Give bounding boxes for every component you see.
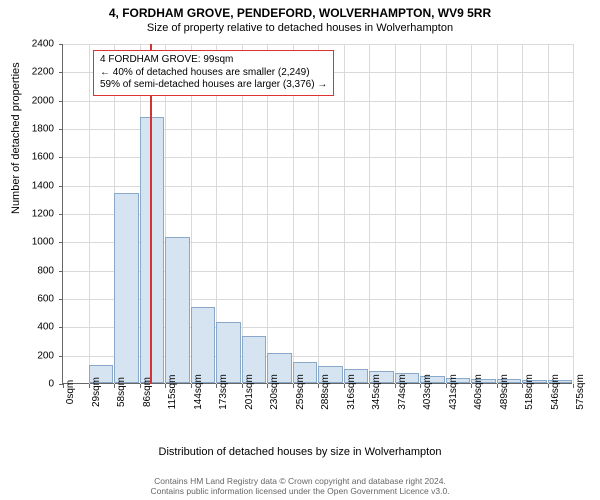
xtick-label: 345sqm — [371, 374, 382, 410]
xtick-mark — [318, 384, 319, 388]
ytick-label: 2200 — [14, 67, 54, 78]
ytick-mark — [59, 214, 63, 215]
ytick-label: 400 — [14, 322, 54, 333]
ytick-label: 200 — [14, 350, 54, 361]
ytick-mark — [59, 327, 63, 328]
xtick-mark — [471, 384, 472, 388]
xtick-mark — [140, 384, 141, 388]
xtick-mark — [267, 384, 268, 388]
xtick-label: 58sqm — [116, 377, 127, 407]
xtick-mark — [344, 384, 345, 388]
chart-subtitle: Size of property relative to detached ho… — [0, 20, 600, 34]
chart-container: 4, FORDHAM GROVE, PENDEFORD, WOLVERHAMPT… — [0, 0, 600, 500]
ytick-label: 1200 — [14, 209, 54, 220]
histogram-bar — [114, 193, 139, 383]
chart-canvas: 4 FORDHAM GROVE: 99sqm ← 40% of detached… — [62, 44, 572, 384]
ytick-label: 2000 — [14, 95, 54, 106]
annotation-line: 59% of semi-detached houses are larger (… — [100, 79, 327, 92]
x-axis-label: Distribution of detached houses by size … — [0, 446, 600, 458]
xtick-mark — [446, 384, 447, 388]
ytick-label: 1000 — [14, 237, 54, 248]
y-axis-label: Number of detached properties — [10, 62, 22, 214]
xtick-label: 230sqm — [269, 374, 280, 410]
chart-title: 4, FORDHAM GROVE, PENDEFORD, WOLVERHAMPT… — [0, 0, 600, 20]
ytick-label: 1600 — [14, 152, 54, 163]
xtick-label: 173sqm — [218, 374, 229, 410]
histogram-bar — [191, 307, 216, 384]
annotation-line: 4 FORDHAM GROVE: 99sqm — [100, 54, 327, 67]
gridline-v — [497, 44, 498, 384]
xtick-mark — [497, 384, 498, 388]
histogram-bar — [165, 237, 190, 383]
xtick-mark — [548, 384, 549, 388]
ytick-mark — [59, 101, 63, 102]
xtick-label: 29sqm — [91, 377, 102, 407]
xtick-mark — [369, 384, 370, 388]
xtick-label: 374sqm — [397, 374, 408, 410]
xtick-mark — [573, 384, 574, 388]
plot-area: 4 FORDHAM GROVE: 99sqm ← 40% of detached… — [62, 44, 572, 414]
gridline-v — [369, 44, 370, 384]
xtick-mark — [89, 384, 90, 388]
gridline-v — [522, 44, 523, 384]
annotation-box: 4 FORDHAM GROVE: 99sqm ← 40% of detached… — [93, 50, 334, 96]
gridline-v — [548, 44, 549, 384]
footer-line: Contains HM Land Registry data © Crown c… — [0, 476, 600, 486]
ytick-label: 2400 — [14, 39, 54, 50]
xtick-mark — [63, 384, 64, 388]
ytick-label: 1400 — [14, 180, 54, 191]
gridline-v — [471, 44, 472, 384]
xtick-label: 575sqm — [575, 374, 586, 410]
gridline-v — [420, 44, 421, 384]
gridline-v — [573, 44, 574, 384]
xtick-label: 0sqm — [65, 380, 76, 404]
xtick-label: 316sqm — [346, 374, 357, 410]
xtick-label: 288sqm — [320, 374, 331, 410]
ytick-label: 0 — [14, 379, 54, 390]
xtick-label: 518sqm — [524, 374, 535, 410]
xtick-mark — [420, 384, 421, 388]
xtick-label: 259sqm — [295, 374, 306, 410]
ytick-mark — [59, 129, 63, 130]
footer-line: Contains public information licensed und… — [0, 486, 600, 496]
xtick-label: 403sqm — [422, 374, 433, 410]
ytick-label: 600 — [14, 294, 54, 305]
ytick-mark — [59, 242, 63, 243]
ytick-mark — [59, 299, 63, 300]
gridline-v — [446, 44, 447, 384]
xtick-mark — [191, 384, 192, 388]
xtick-label: 201sqm — [244, 374, 255, 410]
xtick-mark — [216, 384, 217, 388]
ytick-mark — [59, 44, 63, 45]
xtick-label: 431sqm — [448, 374, 459, 410]
footer-attribution: Contains HM Land Registry data © Crown c… — [0, 476, 600, 496]
ytick-mark — [59, 72, 63, 73]
xtick-label: 546sqm — [550, 374, 561, 410]
xtick-mark — [165, 384, 166, 388]
xtick-mark — [114, 384, 115, 388]
xtick-label: 460sqm — [473, 374, 484, 410]
xtick-mark — [395, 384, 396, 388]
xtick-mark — [293, 384, 294, 388]
ytick-mark — [59, 186, 63, 187]
gridline-v — [89, 44, 90, 384]
annotation-line: ← 40% of detached houses are smaller (2,… — [100, 67, 327, 80]
gridline-v — [344, 44, 345, 384]
xtick-label: 115sqm — [167, 375, 178, 410]
ytick-label: 800 — [14, 265, 54, 276]
gridline-v — [395, 44, 396, 384]
ytick-label: 1800 — [14, 124, 54, 135]
ytick-mark — [59, 356, 63, 357]
ytick-mark — [59, 271, 63, 272]
xtick-mark — [522, 384, 523, 388]
xtick-label: 86sqm — [142, 377, 153, 407]
xtick-label: 144sqm — [193, 374, 204, 410]
xtick-mark — [242, 384, 243, 388]
ytick-mark — [59, 157, 63, 158]
xtick-label: 489sqm — [499, 374, 510, 410]
